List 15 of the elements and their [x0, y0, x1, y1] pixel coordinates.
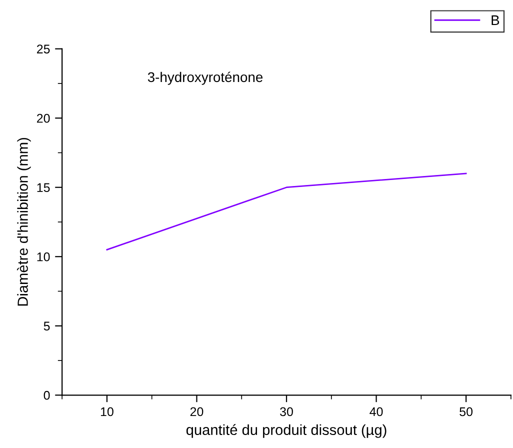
x-axis-title: quantité du produit dissout (µg) [186, 424, 386, 438]
y-tick-label: 5 [44, 322, 50, 331]
annotation: 3-hydroxyroténone [148, 72, 263, 85]
x-tick-label: 30 [280, 407, 293, 416]
legend-label: B [492, 15, 500, 25]
y-tick-label: 0 [44, 390, 50, 400]
x-tick-label: 40 [370, 407, 383, 416]
y-tick-label: 20 [36, 114, 50, 123]
x-tick-label: 10 [100, 407, 114, 416]
x-tick-label: 20 [190, 407, 204, 416]
y-tick-label: 15 [37, 183, 50, 192]
x-tick-label: 50 [460, 407, 473, 416]
y-tick-label: 10 [37, 252, 50, 262]
y-axis-title: Diamètre d'hinibition (mm) [17, 138, 31, 306]
y-tick-label: 25 [36, 44, 50, 54]
